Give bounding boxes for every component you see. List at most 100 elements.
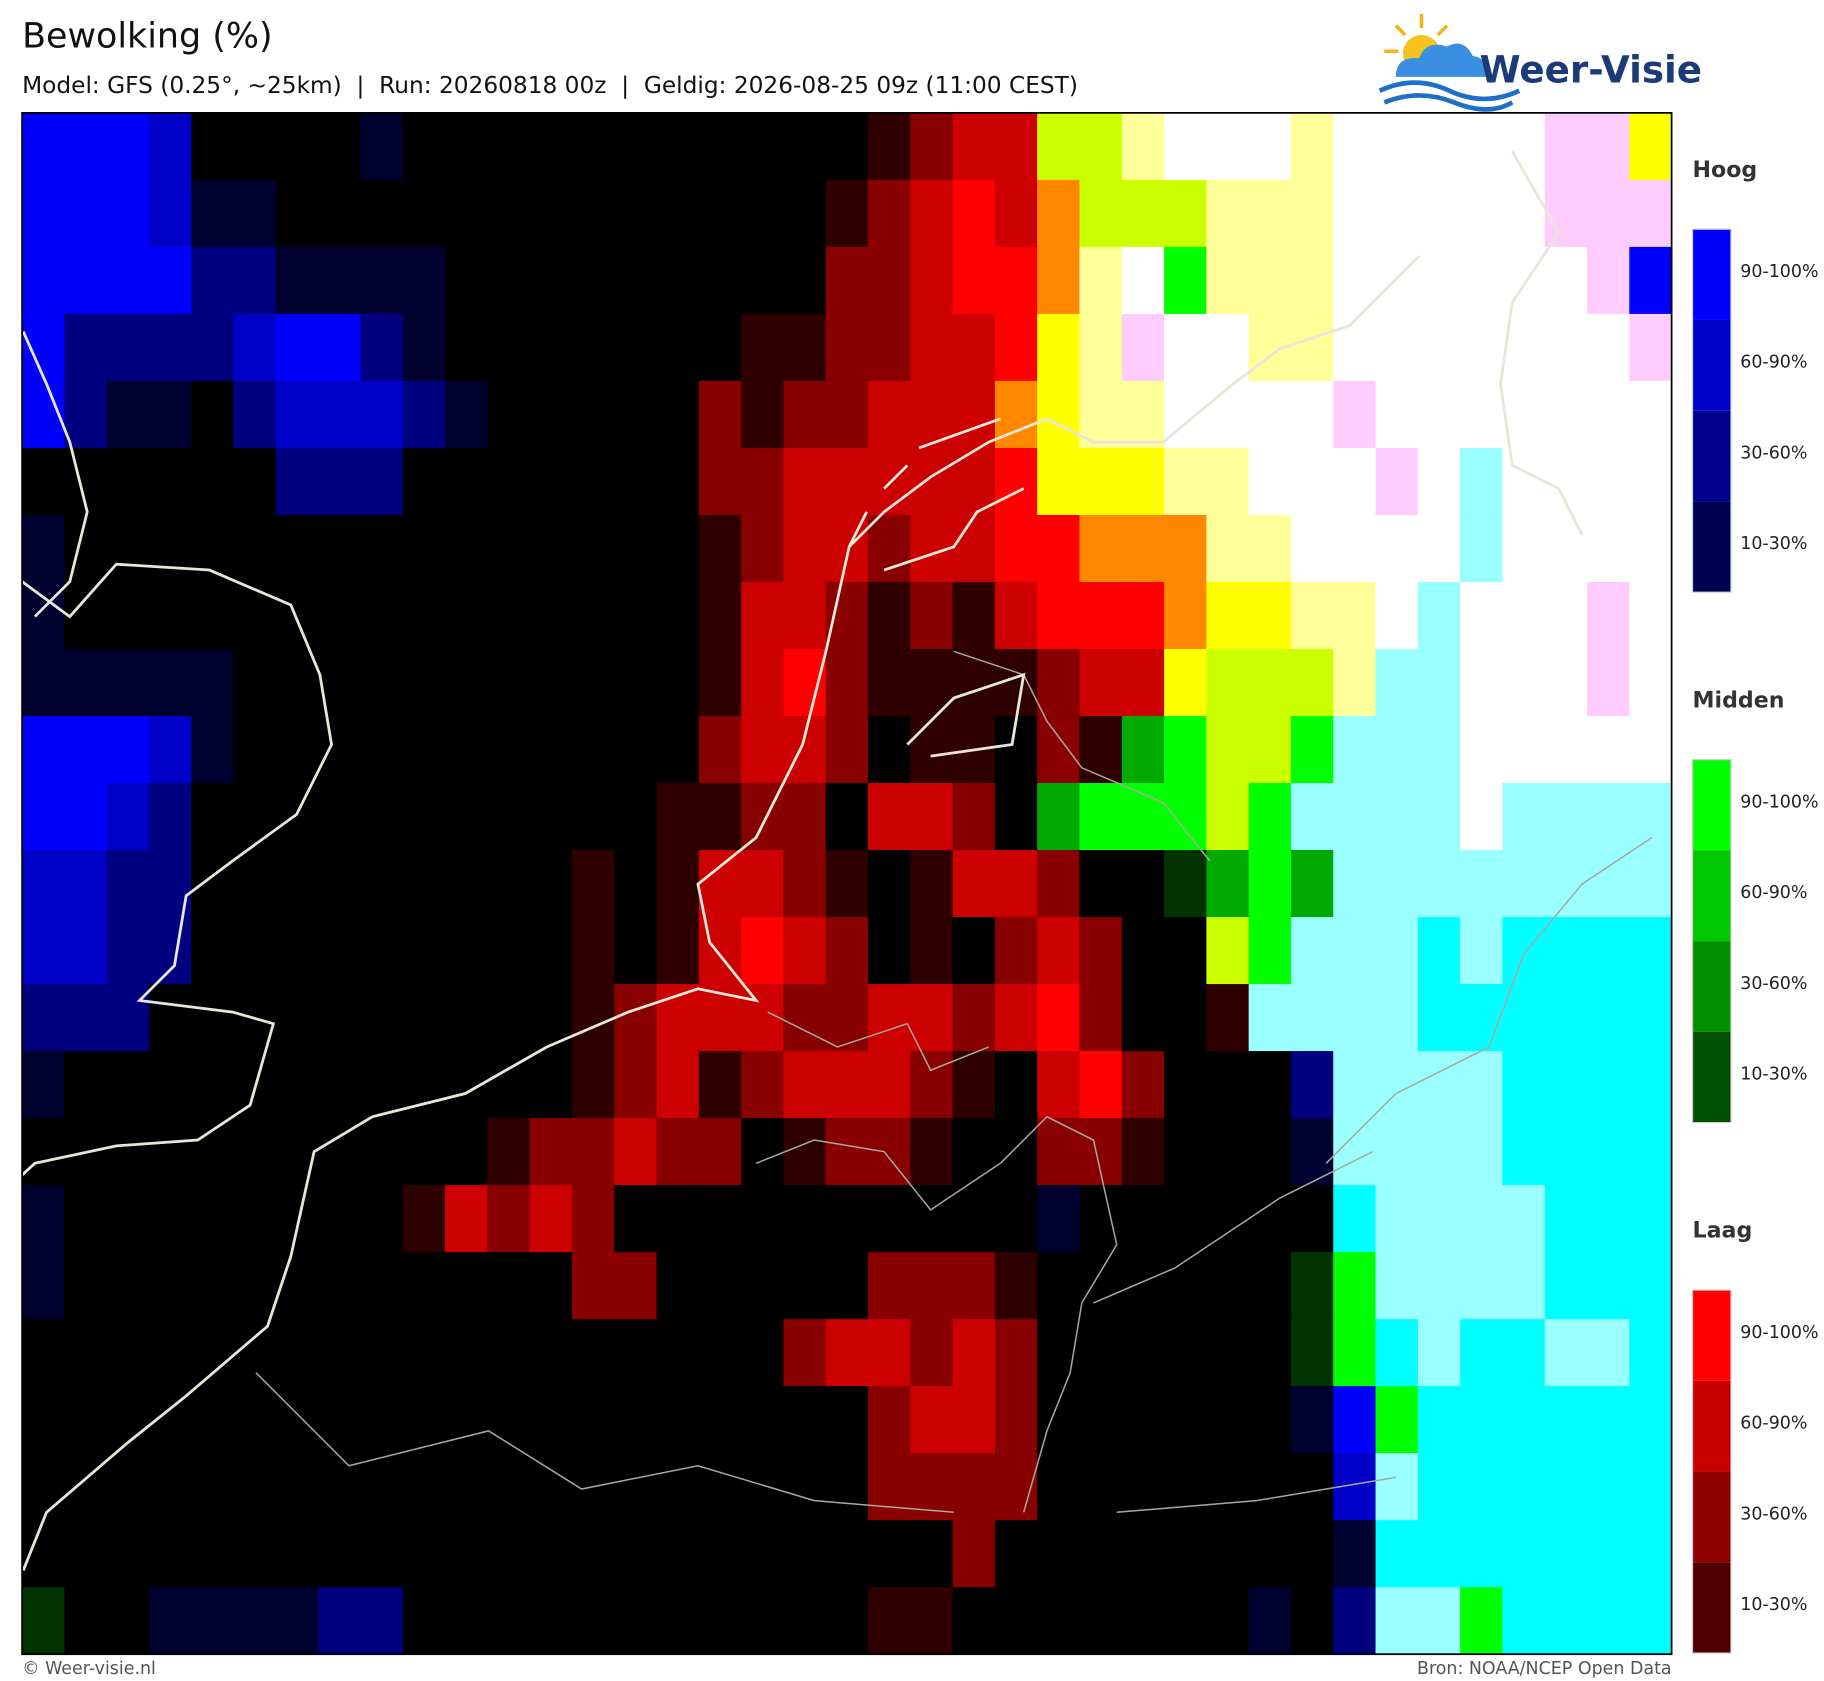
cloud-cell	[1121, 1118, 1165, 1186]
cloud-cell	[952, 514, 996, 583]
cloud-cell	[233, 648, 277, 717]
cloud-cell	[22, 1252, 65, 1320]
cloud-cell	[1206, 850, 1250, 918]
cloud-cell	[275, 1520, 319, 1588]
cloud-cell	[741, 1319, 784, 1387]
cloud-cell	[698, 783, 742, 851]
cloud-cell	[1121, 716, 1165, 784]
cloud-cell	[1544, 984, 1588, 1052]
cloud-cell	[1206, 1587, 1250, 1655]
cloud-cell	[868, 1453, 911, 1521]
cloud-cell	[275, 1051, 319, 1119]
cloud-cell	[656, 716, 700, 784]
cloud-cell	[994, 447, 1038, 516]
cloud-cell	[106, 1051, 150, 1119]
cloud-cell	[402, 1453, 446, 1521]
cloud-cell	[148, 447, 192, 516]
cloud-cell	[825, 1386, 869, 1454]
cloud-cell	[191, 1185, 235, 1253]
cloud-cell	[1375, 783, 1419, 851]
cloud-cell	[402, 1252, 446, 1320]
cloud-cell	[487, 112, 531, 181]
cloud-cell	[402, 447, 446, 516]
cloud-cell	[1587, 380, 1630, 449]
cloud-cell	[360, 1520, 404, 1588]
cloud-cell	[191, 581, 235, 650]
cloud-cell	[1121, 783, 1165, 851]
cloud-cell	[1544, 246, 1588, 315]
cloud-cell	[741, 1587, 784, 1655]
logo: Weer-Visie	[1378, 13, 1702, 112]
cloud-cell	[360, 716, 404, 784]
cloud-cell	[1079, 179, 1123, 248]
cloud-cell	[1375, 1185, 1419, 1253]
cloud-cell	[1206, 1319, 1250, 1387]
cloud-cell	[614, 380, 658, 449]
cloud-cell	[1248, 1051, 1292, 1119]
legend-frame	[1691, 759, 1732, 1124]
cloud-cell	[318, 1453, 362, 1521]
cloud-cell	[1544, 313, 1588, 382]
cloud-cell	[1290, 246, 1334, 315]
cloud-cell	[318, 380, 362, 449]
cloud-cell	[1629, 1319, 1673, 1387]
cloud-cell	[1544, 1319, 1588, 1387]
cloud-cell	[487, 648, 531, 717]
cloud-cell	[1037, 1520, 1081, 1588]
cloud-cell	[1333, 1185, 1377, 1253]
cloud-cell	[1460, 514, 1504, 583]
borders	[255, 650, 1653, 1514]
cloud-cell	[1587, 648, 1630, 717]
cloud-cell	[825, 380, 869, 449]
cloud-cell	[1502, 648, 1546, 717]
cloud-cell	[275, 1185, 319, 1253]
cloud-cell	[1248, 648, 1292, 717]
cloud-cell	[656, 179, 700, 248]
cloud-cell	[571, 1587, 615, 1655]
cloud-cell	[614, 1252, 658, 1320]
cloud-cell	[1164, 1520, 1207, 1588]
cloud-cell	[318, 1587, 362, 1655]
cloud-cell	[106, 917, 150, 985]
cloud-cell	[360, 581, 404, 650]
cloud-cell	[1629, 514, 1673, 583]
cloud-cell	[1333, 380, 1377, 449]
cloud-cell	[1079, 917, 1123, 985]
cloud-cell	[741, 313, 784, 382]
cloud-cell	[698, 514, 742, 583]
cloud-cell	[952, 1386, 996, 1454]
cloud-cell	[783, 1185, 827, 1253]
cloud-cell	[148, 984, 192, 1052]
cloud-cell	[1290, 1453, 1334, 1521]
cloud-cell	[1417, 917, 1461, 985]
cloud-cell	[614, 1587, 658, 1655]
cloud-cell	[445, 1118, 488, 1186]
cloud-cell	[1037, 1453, 1081, 1521]
cloud-cell	[318, 313, 362, 382]
cloud-cell	[64, 246, 108, 315]
cloud-cell	[1544, 1520, 1588, 1588]
cloud-cell	[529, 179, 573, 248]
cloud-cell	[1248, 984, 1292, 1052]
cloud-cell	[1375, 380, 1419, 449]
cloud-cell	[1164, 1453, 1207, 1521]
cloud-cell	[1206, 581, 1250, 650]
cloud-cell	[1248, 112, 1292, 181]
cloud-cell	[529, 1587, 573, 1655]
cloud-cell	[614, 1319, 658, 1387]
cloud-cell	[1248, 1386, 1292, 1454]
cloud-cell	[1587, 850, 1630, 918]
cloud-cell	[656, 514, 700, 583]
cloud-cell	[1375, 1252, 1419, 1320]
cloud-cell	[698, 246, 742, 315]
cloud-cell	[1333, 246, 1377, 315]
cloud-cell	[868, 112, 911, 181]
cloud-cell	[64, 1252, 108, 1320]
cloud-cell	[910, 246, 954, 315]
cloud-cell	[952, 313, 996, 382]
cloud-cell	[952, 984, 996, 1052]
cloud-cell	[614, 246, 658, 315]
cloud-cell	[571, 716, 615, 784]
cloud-cell	[106, 783, 150, 851]
cloud-cell	[1502, 1587, 1546, 1655]
